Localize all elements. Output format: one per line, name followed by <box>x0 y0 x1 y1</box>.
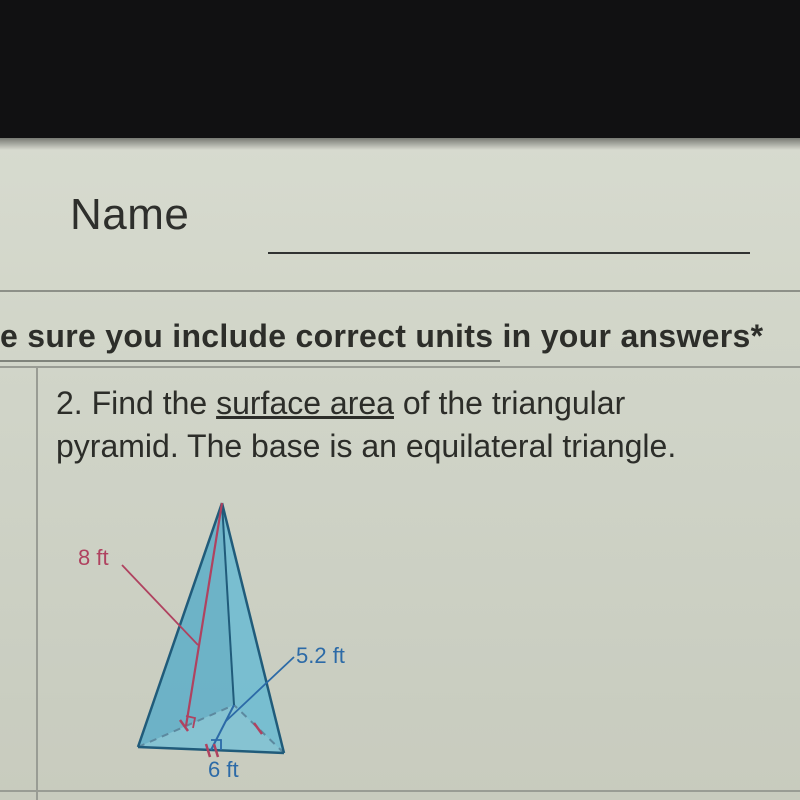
rule-1 <box>0 290 800 292</box>
cell-border-bottom <box>0 790 800 792</box>
question-text: 2. Find the surface area of the triangul… <box>56 382 770 468</box>
name-label: Name <box>70 190 189 239</box>
black-bar <box>0 0 800 138</box>
instruction-text: e sure you include correct units in your… <box>0 318 780 355</box>
shadow <box>0 138 800 150</box>
question-line1-suffix: of the triangular <box>394 385 625 421</box>
dim-slant-height: 8 ft <box>78 545 109 571</box>
rule-under-instruction <box>0 360 500 362</box>
pyramid-svg <box>72 495 432 785</box>
question-number: 2. <box>56 385 83 421</box>
dim-base-height: 5.2 ft <box>296 643 345 669</box>
question-line1-prefix: Find the <box>92 385 217 421</box>
name-row: Name <box>70 190 770 260</box>
cell-border-left <box>36 366 38 800</box>
name-blank-line <box>268 252 750 254</box>
question-line2: pyramid. The base is an equilateral tria… <box>56 428 676 464</box>
dim-base-side: 6 ft <box>208 757 239 783</box>
question-underlined: surface area <box>216 385 394 421</box>
cell-border-top <box>0 366 800 368</box>
pyramid-figure: 8 ft 5.2 ft 6 ft <box>72 495 432 785</box>
worksheet-photo: Name e sure you include correct units in… <box>0 0 800 800</box>
paper-area: Name e sure you include correct units in… <box>0 150 800 800</box>
